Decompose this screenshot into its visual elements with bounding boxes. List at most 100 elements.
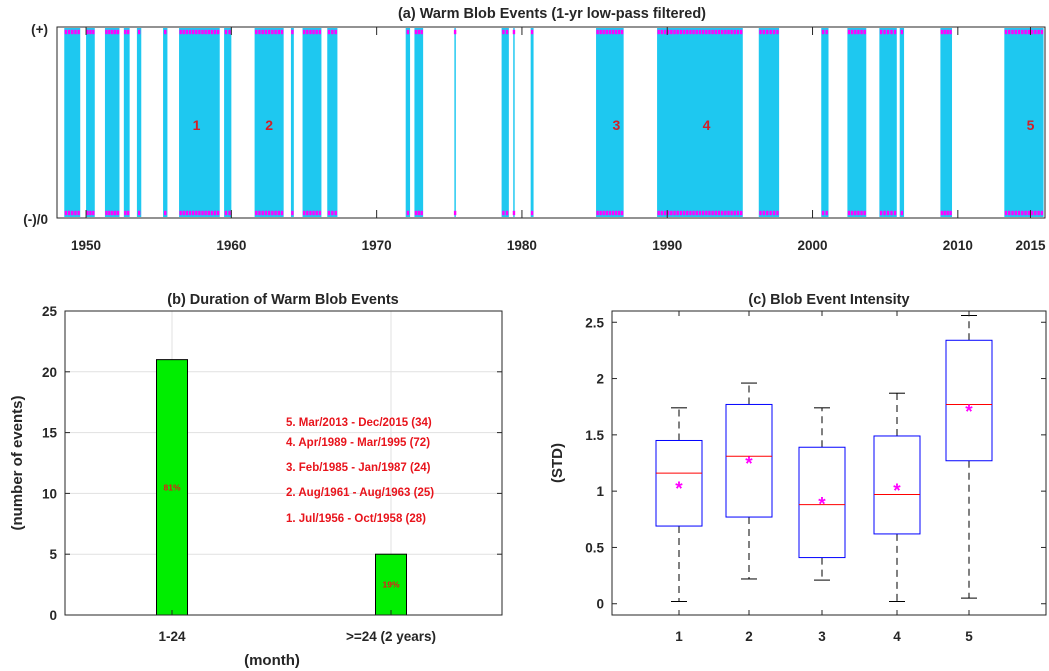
warm-event-bar-7 (179, 28, 220, 217)
event-marker-14-2-bottom (417, 210, 420, 216)
x-tick-label-2015: 2015 (1015, 238, 1046, 253)
event-marker-9-1-top (255, 29, 258, 35)
event-marker-11-5-top (315, 29, 318, 35)
event-marker-12-3-top (334, 29, 337, 35)
event-marker-20-11-bottom (689, 210, 692, 216)
event-marker-16-1-bottom (502, 210, 505, 216)
event-marker-7-11-top (210, 29, 214, 35)
event-marker-4-2-bottom (126, 210, 130, 216)
event-marker-13-1-top (406, 29, 410, 35)
panel-c-intensity: (c) Blob Event Intensity * * * * * 0 0.5 1 1.5 2… (549, 292, 1047, 644)
y-tick-label-0.5: 0.5 (585, 540, 604, 555)
event-marker-21-3-top (766, 29, 769, 35)
event-marker-27-10-bottom (1034, 210, 1037, 216)
event-marker-20-8-top (679, 29, 683, 35)
event-marker-4-1-top (124, 29, 127, 35)
event-marker-21-4-bottom (769, 210, 772, 216)
event-marker-9-3-bottom (261, 210, 264, 216)
event-marker-23-3-bottom (854, 210, 857, 216)
event-marker-20-2-bottom (660, 210, 664, 216)
event-number-label-3: 3 (612, 117, 620, 133)
warm-event-bar-10 (290, 28, 294, 217)
event-marker-7-2-top (182, 29, 185, 35)
event-marker-20-19-bottom (714, 210, 718, 216)
event-marker-11-6-bottom (318, 210, 322, 216)
box-5 (945, 339, 993, 462)
event-marker-14-1-bottom (414, 210, 418, 216)
event-marker-20-18-bottom (711, 210, 714, 216)
panel-b-x-ticks: 1-24 >=24 (2 years) (158, 610, 436, 644)
warm-event-bar-12 (327, 28, 338, 217)
event-marker-3-2-top (108, 29, 111, 35)
event-marker-22-1-top (821, 29, 825, 35)
event-marker-7-12-top (213, 29, 217, 35)
panel-b-axes-box (64, 310, 503, 616)
x-tick-label-1990: 1990 (652, 238, 682, 253)
event-number-label-1: 1 (193, 117, 201, 133)
event-marker-18-1-bottom (530, 210, 534, 216)
x-tick-label-2000: 2000 (798, 238, 828, 253)
duration-bar-percent-2: 19% (382, 580, 399, 590)
event-marker-19-7-bottom (614, 210, 618, 216)
event-marker-23-4-top (857, 29, 860, 35)
event-marker-7-8-top (201, 29, 204, 35)
event-marker-5-1-top (137, 29, 141, 35)
event-marker-20-16-bottom (705, 210, 708, 216)
event-marker-20-21-top (720, 29, 724, 35)
panel-b-event-annotations: 5. Mar/2013 - Dec/2015 (34) 4. Apr/1989 -… (286, 417, 434, 525)
event-marker-7-12-bottom (213, 210, 217, 216)
event-marker-20-23-top (727, 29, 730, 35)
event-marker-9-7-bottom (274, 210, 277, 216)
event-annotation-2: 2. Aug/1961 - Aug/1963 (25) (286, 487, 434, 499)
event-marker-7-9-top (204, 29, 207, 35)
event-marker-20-1-top (657, 29, 660, 35)
event-marker-20-20-top (717, 29, 721, 35)
event-marker-20-16-top (705, 29, 708, 35)
event-marker-20-14-bottom (698, 210, 702, 216)
event-marker-7-7-bottom (198, 210, 201, 216)
x-tick-label-1: 1-24 (158, 629, 186, 644)
event-marker-9-5-top (267, 29, 271, 35)
panel-c-axes-box (611, 310, 1047, 616)
event-marker-1-1-bottom (64, 210, 68, 216)
event-marker-2-3-bottom (92, 210, 95, 216)
event-marker-20-3-bottom (663, 210, 667, 216)
event-marker-1-2-top (67, 29, 71, 35)
event-marker-14-2-top (417, 29, 420, 35)
event-marker-9-6-top (271, 29, 274, 35)
panel-a-event-bars (64, 28, 1044, 217)
event-marker-20-25-top (733, 29, 737, 35)
event-marker-4-1-bottom (124, 210, 127, 216)
event-marker-21-5-bottom (772, 210, 776, 216)
event-marker-11-3-bottom (309, 210, 312, 216)
x-tick-label-1970: 1970 (362, 238, 392, 253)
event-marker-16-2-bottom (505, 210, 509, 216)
event-marker-20-18-top (711, 29, 714, 35)
box-1 (655, 439, 703, 527)
event-marker-2-1-bottom (86, 210, 89, 216)
event-marker-27-8-bottom (1027, 210, 1031, 216)
event-marker-13-1-bottom (406, 210, 410, 216)
event-marker-9-2-bottom (258, 210, 261, 216)
event-marker-14-1-top (414, 29, 418, 35)
event-marker-20-12-top (692, 29, 695, 35)
event-marker-21-2-bottom (762, 210, 766, 216)
mean-marker-1: * (675, 479, 683, 500)
event-marker-17-1-bottom (512, 210, 516, 216)
event-marker-26-1-top (940, 29, 944, 35)
event-marker-11-1-top (302, 29, 306, 35)
event-marker-25-1-top (900, 29, 904, 35)
panel-a-x-ticks: 1950 1960 1970 1980 1990 2000 2010 2015 (71, 27, 1046, 253)
event-marker-26-4-bottom (949, 210, 952, 216)
mean-marker-5: * (965, 402, 973, 423)
event-marker-27-11-bottom (1037, 210, 1040, 216)
x-tick-label-4: 4 (893, 629, 901, 644)
event-marker-19-3-bottom (602, 210, 605, 216)
event-marker-24-1-top (879, 29, 883, 35)
event-marker-20-2-top (660, 29, 664, 35)
event-marker-19-7-top (614, 29, 618, 35)
event-marker-3-3-bottom (111, 210, 114, 216)
y-tick-label-25: 25 (42, 304, 58, 319)
y-tick-label-2.5: 2.5 (585, 315, 604, 330)
